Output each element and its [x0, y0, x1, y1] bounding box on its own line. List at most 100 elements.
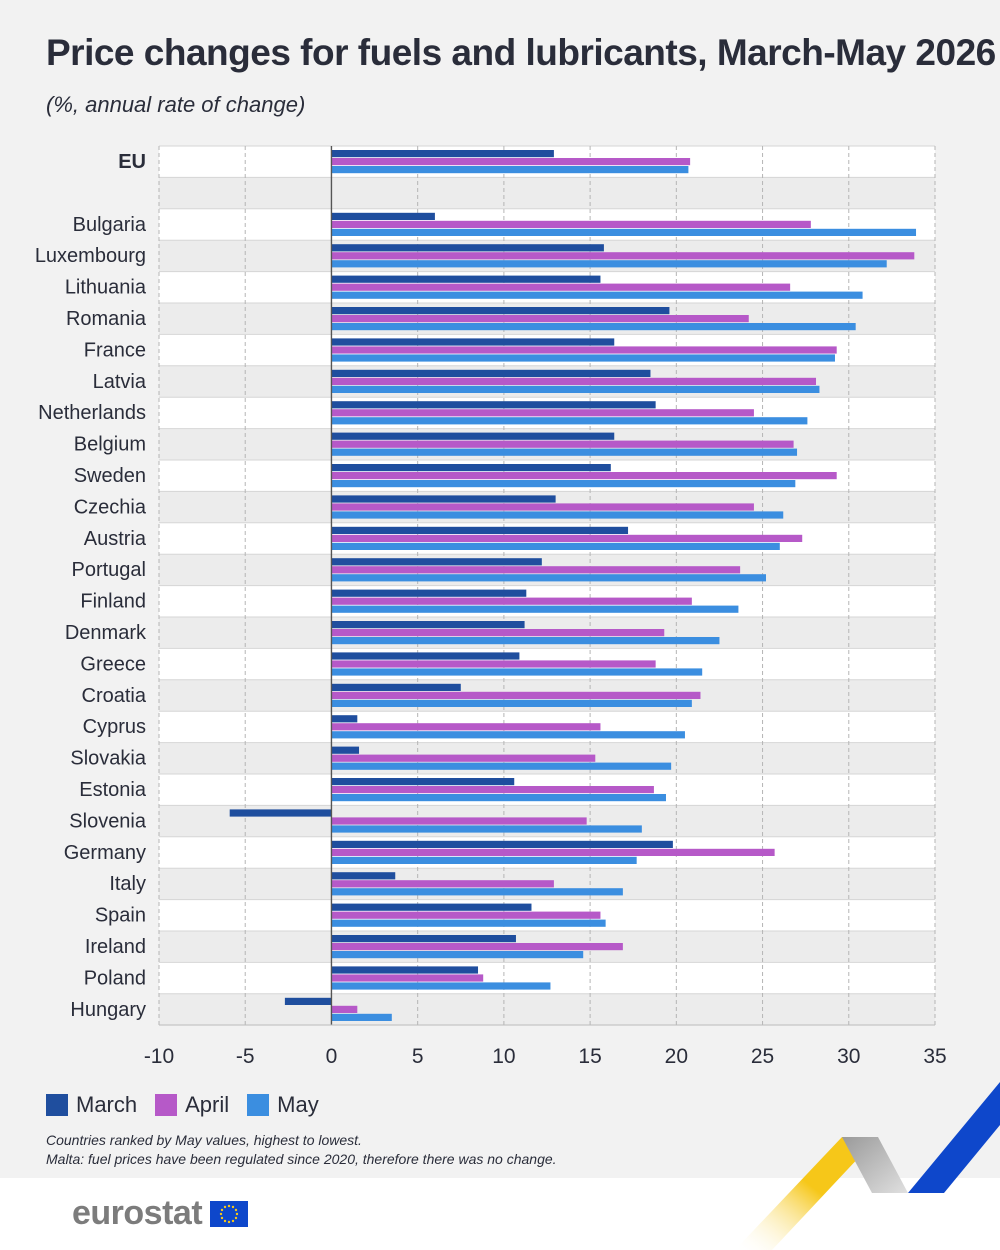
bar-may — [331, 166, 689, 174]
bar-may — [331, 951, 584, 959]
x-tick-label: 15 — [578, 1045, 601, 1068]
legend-label-may: May — [277, 1092, 319, 1117]
bar-march — [229, 809, 332, 817]
bar-may — [331, 323, 856, 331]
bar-april — [331, 911, 601, 919]
legend-swatch-march — [46, 1094, 68, 1116]
category-label: Spain — [95, 905, 146, 927]
category-label: Poland — [84, 967, 146, 989]
bar-march — [331, 495, 556, 503]
note-ranking: Countries ranked by May values, highest … — [46, 1132, 362, 1148]
footer — [0, 1178, 1000, 1250]
bar-march — [331, 903, 532, 911]
bar-march — [331, 652, 520, 660]
bar-march — [331, 872, 396, 880]
bar-april — [331, 252, 915, 260]
category-label: Ireland — [85, 936, 146, 958]
bar-may — [331, 888, 623, 896]
bar-march — [284, 997, 332, 1005]
category-label: Sweden — [74, 465, 146, 487]
bar-march — [331, 338, 615, 346]
legend-item-april: April — [155, 1092, 229, 1118]
bar-march — [331, 244, 604, 252]
category-label: Bulgaria — [73, 214, 147, 236]
category-label: Luxembourg — [35, 245, 146, 267]
category-label: Croatia — [82, 685, 147, 707]
bar-may — [331, 731, 685, 739]
eu-flag-icon — [210, 1200, 249, 1227]
bar-may — [331, 982, 551, 990]
yellow-stripe — [735, 1137, 878, 1250]
x-tick-label: 35 — [923, 1045, 946, 1068]
chart-legend: March April May — [46, 1092, 319, 1118]
bar-april — [331, 848, 775, 856]
bar-april — [331, 503, 754, 511]
blue-stripe — [872, 1082, 1000, 1193]
bar-may — [331, 260, 887, 268]
bar-may — [331, 637, 720, 645]
eurostat-logo[interactable]: eurostat — [72, 1194, 249, 1233]
bar-april — [331, 943, 623, 951]
chart-subtitle: (%, annual rate of change) — [46, 92, 306, 117]
category-label: Germany — [64, 842, 146, 864]
bar-chart: EU Bulgaria Luxembourg Lithuania Romania Fran… — [35, 145, 947, 1068]
bar-march — [331, 150, 554, 158]
bar-march — [331, 369, 651, 377]
bar-may — [331, 291, 863, 299]
bar-april — [331, 880, 554, 888]
chart-title: Price changes for fuels and lubricants, … — [46, 32, 996, 73]
bar-may — [331, 385, 820, 393]
bar-may — [331, 794, 666, 802]
bar-march — [331, 966, 479, 974]
bar-april — [331, 220, 811, 228]
bar-march — [331, 778, 515, 786]
category-label: Latvia — [93, 371, 147, 393]
bar-may — [331, 699, 692, 707]
bar-march — [331, 464, 611, 472]
bar-march — [331, 715, 358, 723]
bar-may — [331, 511, 784, 519]
category-label: Slovakia — [70, 748, 146, 770]
legend-swatch-april — [155, 1094, 178, 1116]
x-tick-label: 25 — [751, 1045, 774, 1068]
legend-item-may: May — [247, 1092, 319, 1118]
category-label: Romania — [66, 308, 147, 330]
category-label: Hungary — [70, 999, 146, 1021]
category-label: Greece — [80, 653, 146, 675]
bar-april — [331, 158, 691, 166]
legend-label-march: March — [76, 1092, 138, 1117]
bar-may — [331, 228, 917, 236]
bar-march — [331, 746, 360, 754]
bar-may — [331, 1013, 392, 1021]
category-label: Belgium — [74, 434, 146, 456]
bar-march — [331, 401, 656, 409]
bar-march — [331, 558, 542, 566]
category-label: France — [84, 339, 146, 361]
x-tick-label: 0 — [326, 1045, 338, 1068]
bar-april — [331, 723, 601, 731]
bar-april — [331, 440, 794, 448]
bar-march — [331, 432, 615, 440]
x-tick-label: -5 — [236, 1045, 255, 1068]
category-label: Slovenia — [69, 810, 147, 832]
legend-label-april: April — [185, 1092, 230, 1117]
bar-may — [331, 448, 798, 456]
bar-april — [331, 691, 701, 699]
category-label: Netherlands — [38, 402, 146, 424]
bar-april — [331, 566, 741, 574]
logo-text: eurostat — [72, 1194, 203, 1232]
bar-may — [331, 825, 642, 833]
bar-march — [331, 840, 673, 848]
category-label: Czechia — [74, 496, 147, 518]
category-label: Austria — [84, 528, 147, 550]
category-label: Lithuania — [65, 277, 147, 299]
bar-may — [331, 417, 808, 425]
bar-march — [331, 212, 435, 220]
legend-swatch-may — [247, 1094, 270, 1116]
bar-may — [331, 762, 672, 770]
category-label: Portugal — [72, 559, 147, 581]
row-band — [159, 177, 935, 209]
bar-march — [331, 526, 629, 534]
x-tick-label: 5 — [412, 1045, 424, 1068]
